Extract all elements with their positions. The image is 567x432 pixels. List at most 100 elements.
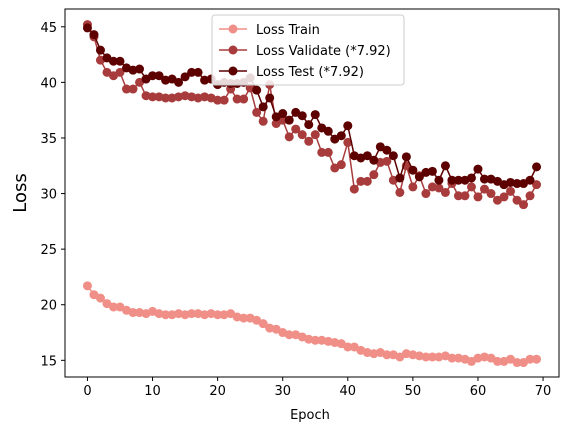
data-point (108, 302, 118, 312)
data-point (304, 136, 314, 146)
data-point (95, 45, 105, 55)
data-point (310, 110, 320, 120)
data-point (427, 166, 437, 176)
data-point (336, 131, 346, 141)
x-axis-label: Epoch (290, 408, 330, 423)
data-point (395, 187, 405, 197)
data-point (512, 179, 522, 189)
data-point (323, 126, 333, 136)
data-point (161, 93, 171, 103)
data-point (252, 107, 262, 117)
data-point (414, 172, 424, 182)
data-point (362, 151, 372, 161)
x-tick-label: 40 (340, 384, 357, 399)
data-point (473, 192, 483, 202)
y-tick-label: 35 (40, 132, 57, 147)
data-point (401, 152, 411, 162)
data-point (473, 164, 483, 174)
data-point (343, 121, 353, 131)
data-point (252, 85, 262, 95)
x-tick-label: 10 (144, 384, 161, 399)
legend-marker (228, 24, 238, 34)
data-point (239, 313, 249, 323)
data-point (349, 184, 359, 194)
legend: Loss Train Loss Validate (*7.92) Loss Test… (211, 14, 405, 86)
data-point (239, 94, 249, 104)
data-point (356, 176, 366, 186)
data-point (447, 175, 457, 185)
data-point (148, 71, 158, 81)
y-tick-label: 45 (40, 21, 57, 36)
data-point (317, 147, 327, 157)
data-point (512, 358, 522, 368)
x-tick-label: 50 (405, 384, 422, 399)
data-point (193, 67, 203, 77)
data-point (369, 155, 379, 165)
data-point (148, 92, 158, 102)
data-point (421, 189, 431, 199)
data-point (284, 115, 294, 125)
data-point (82, 281, 92, 291)
data-point (427, 352, 437, 362)
data-point (304, 120, 314, 130)
data-point (466, 173, 476, 183)
data-point (499, 192, 509, 202)
data-point (479, 184, 489, 194)
x-tick-label: 60 (470, 384, 487, 399)
y-tick-label: 30 (40, 188, 57, 203)
legend-marker (228, 45, 238, 55)
series-layer (82, 20, 542, 368)
legend-marker (228, 66, 238, 76)
data-point (408, 165, 418, 175)
data-point (135, 64, 145, 74)
data-point (310, 130, 320, 140)
data-point (219, 95, 229, 105)
data-point (343, 137, 353, 147)
data-point (154, 71, 164, 81)
data-point (512, 195, 522, 205)
data-point (232, 94, 242, 104)
data-point (258, 319, 268, 329)
data-point (258, 116, 268, 126)
series-3 (82, 23, 542, 190)
data-point (382, 350, 392, 360)
data-point (213, 95, 223, 105)
data-point (532, 180, 542, 190)
data-point (297, 111, 307, 121)
data-point (291, 124, 301, 134)
legend-label: Loss Validate (*7.92) (256, 44, 391, 59)
data-point (115, 67, 125, 77)
data-point (492, 356, 502, 366)
data-point (434, 175, 444, 185)
data-point (187, 67, 197, 77)
data-point (180, 72, 190, 82)
y-tick-label: 20 (40, 299, 57, 314)
data-point (447, 353, 457, 363)
data-point (434, 183, 444, 193)
data-point (297, 130, 307, 140)
x-tick-label: 20 (209, 384, 226, 399)
data-point (284, 330, 294, 340)
data-point (310, 335, 320, 345)
data-point (115, 56, 125, 66)
data-point (382, 156, 392, 166)
data-point (525, 175, 535, 185)
data-point (395, 173, 405, 183)
data-point (336, 160, 346, 170)
data-point (479, 174, 489, 184)
data-point (525, 354, 535, 364)
data-point (95, 293, 105, 303)
data-point (532, 354, 542, 364)
y-tick-label: 15 (40, 354, 57, 369)
legend-frame (211, 14, 405, 86)
data-point (369, 170, 379, 180)
data-point (108, 56, 118, 66)
x-tick-label: 70 (535, 384, 552, 399)
data-point (128, 308, 138, 318)
data-point (284, 132, 294, 142)
legend-label: Loss Test (*7.92) (256, 65, 364, 80)
data-point (525, 191, 535, 201)
data-point (187, 309, 197, 319)
data-point (323, 147, 333, 157)
data-point (460, 191, 470, 201)
